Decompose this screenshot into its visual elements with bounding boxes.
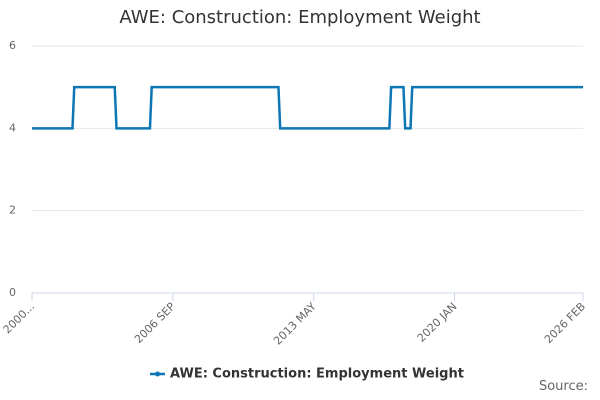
chart-title: AWE: Construction: Employment Weight — [119, 7, 480, 28]
legend-label: AWE: Construction: Employment Weight — [170, 367, 464, 382]
x-tick-label: 2026 FEB — [542, 300, 588, 346]
y-tick-label: 6 — [9, 39, 16, 52]
y-tick-label: 2 — [9, 204, 16, 217]
y-tick-label: 4 — [9, 121, 16, 134]
x-tick-label: 2000... — [1, 300, 37, 336]
line — [32, 85, 583, 130]
y-tick-label: 0 — [9, 286, 16, 299]
x-tick-label: 2020 JAN — [415, 300, 460, 345]
legend-marker — [155, 371, 160, 377]
x-tick-label: 2013 MAY — [271, 300, 319, 348]
x-tick-label: 2006 SEP — [132, 300, 178, 346]
source: Source: — [539, 379, 588, 394]
legend-item: AWE: Construction: Employment Weight — [150, 367, 464, 382]
